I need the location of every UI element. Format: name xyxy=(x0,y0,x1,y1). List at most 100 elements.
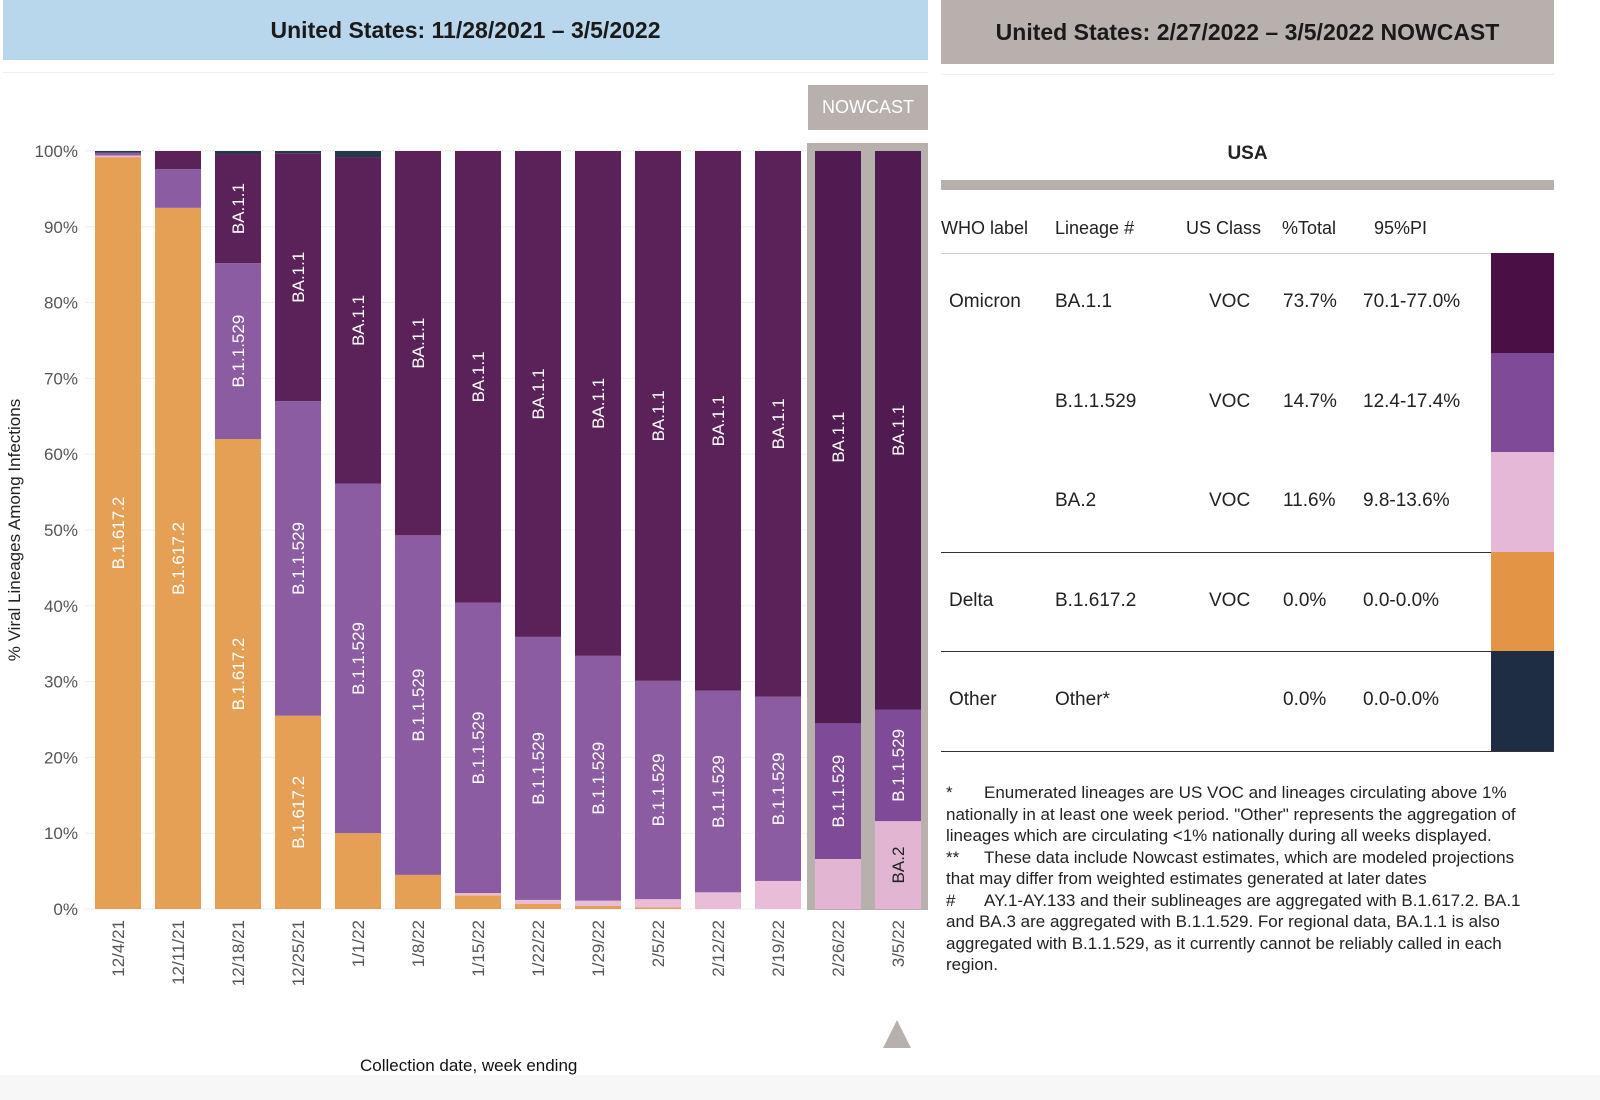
y-tick-label: 70% xyxy=(44,369,78,388)
table-cell-total: 14.7% xyxy=(1283,390,1337,412)
table-cell-lineage: B.1.1.529 xyxy=(1055,390,1137,412)
segment-label: BA.1.1 xyxy=(469,351,488,402)
legend-swatch xyxy=(1491,253,1554,353)
segment-label: BA.1.1 xyxy=(769,398,788,449)
segment-label: B.1.1.529 xyxy=(289,522,308,595)
y-axis-label: % Viral Lineages Among Infections xyxy=(5,399,24,661)
footer-bar xyxy=(0,1075,1600,1100)
bar-segment xyxy=(215,154,261,264)
bar-segment xyxy=(815,723,861,859)
bar-segment xyxy=(635,907,681,909)
x-tick-label: 12/11/21 xyxy=(169,920,188,985)
gridlines xyxy=(85,150,928,910)
bar-segment xyxy=(395,535,441,875)
segment-label: B.1.617.2 xyxy=(229,638,248,711)
table-divider xyxy=(941,253,1554,254)
segment-label: BA.1.1 xyxy=(349,295,368,346)
segment-label: B.1.1.529 xyxy=(709,755,728,828)
x-tick-label: 12/4/21 xyxy=(109,920,128,977)
region-divider xyxy=(941,180,1554,190)
table-cell-class: VOC xyxy=(1209,589,1251,611)
stacked-bar-chart: B.1.617.2 B.1.617.2 B.1.617.2 B.1.1.529 BA.1… xyxy=(5,142,928,986)
segment-label: BA.1.1 xyxy=(649,390,668,441)
y-tick-label: 10% xyxy=(44,824,78,843)
bar-segment xyxy=(515,903,561,909)
bar-segment xyxy=(275,715,321,909)
segment-label: B.1.1.529 xyxy=(409,669,428,742)
region-title: USA xyxy=(1227,143,1268,164)
x-tick-label: 2/26/22 xyxy=(829,920,848,977)
bar-segment xyxy=(455,602,501,894)
table-cell-lineage: BA.1.1 xyxy=(1055,291,1113,312)
bar-segment xyxy=(275,401,321,716)
bar-segment xyxy=(575,900,621,906)
bar-segment xyxy=(335,157,381,484)
legend-swatch xyxy=(1491,452,1554,552)
table-cell-pi: 70.1-77.0% xyxy=(1363,291,1461,312)
x-axis-label: Collection date, week ending xyxy=(360,1056,578,1075)
bar-segment xyxy=(95,155,141,158)
bar-segment xyxy=(395,151,441,536)
segment-label: B.1.1.529 xyxy=(649,754,668,827)
footnote: # AY.1-AY.133 and their sublineages are a… xyxy=(946,890,1521,975)
table-divider xyxy=(941,551,1554,553)
y-tick-label: 30% xyxy=(44,673,78,692)
bar-segment xyxy=(515,636,561,900)
y-axis-ticks: 0% 10% 20% 30% 40% 50% 60% 70% 80% 90% 100% xyxy=(35,142,78,919)
segment-label: BA.1.1 xyxy=(589,378,608,429)
segment-label: BA.2 xyxy=(889,847,908,884)
bar-segment xyxy=(275,151,321,154)
y-tick-label: 100% xyxy=(35,142,78,161)
x-tick-label: 1/22/22 xyxy=(529,920,548,977)
bar-segment xyxy=(695,151,741,691)
bar-segment xyxy=(875,709,921,822)
bar-segment xyxy=(575,151,621,656)
bar-segment xyxy=(155,151,201,170)
col-header-total: %Total xyxy=(1282,218,1337,238)
table-cell-lineage: BA.2 xyxy=(1055,490,1097,511)
bar-segment xyxy=(95,152,141,156)
bar-segment xyxy=(695,892,741,909)
x-tick-label: 12/25/21 xyxy=(289,920,308,986)
header-divider xyxy=(3,60,928,73)
table-cell-class: VOC xyxy=(1209,390,1251,412)
scroll-up-arrow-icon[interactable] xyxy=(883,1020,911,1048)
segment-label: B.1.1.529 xyxy=(889,729,908,802)
bar-segment xyxy=(215,263,261,440)
segment-label: B.1.1.529 xyxy=(469,712,488,785)
x-tick-label: 1/29/22 xyxy=(589,920,608,977)
table-cell-total: 0.0% xyxy=(1283,689,1327,710)
chart-header-title: United States: 11/28/2021 – 3/5/2022 xyxy=(3,0,928,60)
bar-segment xyxy=(455,895,501,909)
bar-segment xyxy=(215,439,261,909)
bar-segment xyxy=(455,893,501,896)
segment-label: BA.1.1 xyxy=(229,183,248,234)
table-cell-lineage: B.1.617.2 xyxy=(1055,589,1137,611)
table-cell-lineage: Other* xyxy=(1055,689,1110,710)
legend-swatch xyxy=(1491,651,1554,751)
y-tick-label: 50% xyxy=(44,521,78,540)
bar-segment xyxy=(95,151,141,153)
segment-label: BA.1.1 xyxy=(709,395,728,446)
footnote: * Enumerated lineages are US VOC and line… xyxy=(946,783,1516,845)
table-divider xyxy=(941,651,1554,652)
x-tick-label: 1/1/22 xyxy=(349,920,368,967)
bar-segment xyxy=(515,899,561,904)
bar-segment xyxy=(815,151,861,724)
segment-label: B.1.617.2 xyxy=(109,497,128,570)
table-cell-pi: 9.8-13.6% xyxy=(1363,490,1450,511)
table-cell-total: 73.7% xyxy=(1283,291,1337,312)
bar-segment xyxy=(395,874,441,909)
bar-segment xyxy=(455,151,501,603)
x-tick-label: 2/19/22 xyxy=(769,920,788,977)
segment-label: B.1.1.529 xyxy=(829,755,848,828)
nowcast-tag[interactable]: NOWCAST xyxy=(808,85,928,130)
segment-label: B.1.1.529 xyxy=(769,752,788,825)
bar-segment xyxy=(575,905,621,909)
legend-swatch xyxy=(1491,551,1554,651)
table-cell-pi: 12.4-17.4% xyxy=(1363,390,1461,412)
table-divider xyxy=(941,750,1554,752)
table-cell-pi: 0.0-0.0% xyxy=(1363,689,1440,710)
segment-label: B.1.1.529 xyxy=(349,622,368,695)
table-cell-who: Delta xyxy=(949,589,994,611)
